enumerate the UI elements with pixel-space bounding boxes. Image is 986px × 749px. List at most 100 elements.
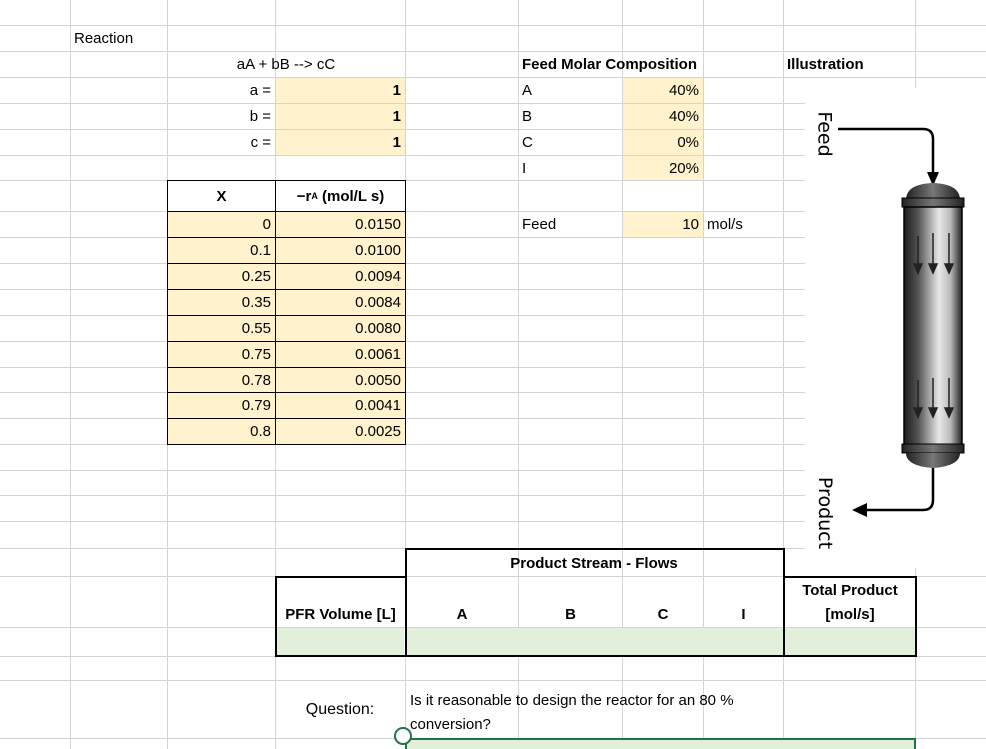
rate-cell[interactable]: 0.0025 xyxy=(276,419,405,444)
rate-cell[interactable]: 0.0084 xyxy=(276,290,405,315)
reactor-illustration: Feed Product xyxy=(805,88,986,568)
coefficient-a-label: a = xyxy=(249,82,271,99)
conversion-cell[interactable]: 0.78 xyxy=(168,368,275,392)
pfr-volume-border xyxy=(275,576,407,657)
species-a-label: A xyxy=(522,82,533,99)
gridline xyxy=(0,315,986,316)
product-i-output[interactable] xyxy=(703,628,783,655)
coefficient-a-input[interactable]: 1 xyxy=(276,78,405,103)
conversion-cell[interactable]: 0.35 xyxy=(168,290,275,315)
gridline xyxy=(0,521,986,522)
gridline xyxy=(0,25,986,26)
gridline xyxy=(0,103,986,104)
rate-cell[interactable]: 0.0150 xyxy=(276,212,405,237)
header-conversion: X xyxy=(216,187,227,205)
header-rate-prefix: −r xyxy=(296,187,312,205)
product-arrow-label-wrap: Product xyxy=(813,468,837,558)
coefficient-b-input[interactable]: 1 xyxy=(276,104,405,129)
rate-cell[interactable]: 0.0100 xyxy=(276,238,405,263)
feed-arrow-label-wrap: Feed xyxy=(813,104,837,164)
table-border xyxy=(167,418,406,419)
gridline xyxy=(518,0,519,749)
gridline xyxy=(703,0,704,749)
table-border xyxy=(405,180,406,445)
conversion-cell[interactable]: 0 xyxy=(168,212,275,237)
gridline xyxy=(0,341,986,342)
gridline xyxy=(0,680,986,681)
pfr-volume-output[interactable] xyxy=(277,628,404,655)
selection-resize-handle[interactable] xyxy=(394,727,412,745)
total-product-border xyxy=(783,576,917,657)
header-rate-suffix: (mol/L s) xyxy=(317,187,385,205)
conversion-cell[interactable]: 0.75 xyxy=(168,342,275,367)
gridline xyxy=(0,444,986,445)
pfr-volume-header: PFR Volume [L] xyxy=(285,606,396,623)
rate-cell[interactable]: 0.0050 xyxy=(276,368,405,392)
header-rate: −r A (mol/L s) xyxy=(276,181,405,211)
gridline xyxy=(783,0,784,749)
conversion-cell[interactable]: 0.8 xyxy=(168,419,275,444)
product-b-output[interactable] xyxy=(518,628,622,655)
table-border xyxy=(167,367,406,368)
feed-label: Feed xyxy=(522,216,557,233)
conversion-cell[interactable]: 0.25 xyxy=(168,264,275,289)
table-border xyxy=(167,444,406,445)
gridline xyxy=(0,392,986,393)
gridline xyxy=(0,129,986,130)
conversion-cell[interactable]: 0.55 xyxy=(168,316,275,341)
table-border xyxy=(167,315,406,316)
gridline xyxy=(622,0,623,749)
table-border xyxy=(167,180,168,445)
gridline xyxy=(0,155,986,156)
table-border xyxy=(167,211,406,212)
rate-cell[interactable]: 0.0080 xyxy=(276,316,405,341)
gridline xyxy=(0,289,986,290)
species-i-fraction[interactable]: 20% xyxy=(623,156,703,180)
question-label: Question: xyxy=(305,700,375,718)
product-flows-border xyxy=(405,548,785,657)
feed-unit: mol/s xyxy=(707,216,743,233)
product-a-header: A xyxy=(456,606,468,623)
table-border xyxy=(275,180,276,445)
question-text-line1: Is it reasonable to design the reactor f… xyxy=(410,691,734,709)
feed-flow-input[interactable]: 10 xyxy=(623,212,703,237)
total-product-output[interactable] xyxy=(785,628,915,655)
table-border xyxy=(167,180,406,181)
product-a-output[interactable] xyxy=(406,628,518,655)
product-arrow-label: Product xyxy=(814,476,837,550)
gridline xyxy=(0,470,986,471)
species-c-fraction[interactable]: 0% xyxy=(623,130,703,155)
rate-cell[interactable]: 0.0094 xyxy=(276,264,405,289)
answer-input-selected[interactable] xyxy=(405,738,916,749)
gridline xyxy=(0,576,986,577)
coefficient-b-label: b = xyxy=(249,108,271,125)
gridline xyxy=(0,627,986,628)
section-title: Reaction xyxy=(74,30,134,47)
coefficient-c-input[interactable]: 1 xyxy=(276,130,405,155)
total-product-header-line1: Total Product xyxy=(802,581,898,599)
gridline xyxy=(0,495,986,496)
species-b-fraction[interactable]: 40% xyxy=(623,104,703,129)
feed-composition-title: Feed Molar Composition xyxy=(522,56,698,73)
gridline xyxy=(0,77,986,78)
conversion-cell[interactable]: 0.1 xyxy=(168,238,275,263)
gridline xyxy=(0,418,986,419)
rate-cell[interactable]: 0.0041 xyxy=(276,393,405,418)
product-c-output[interactable] xyxy=(622,628,703,655)
table-border xyxy=(167,341,406,342)
gridline xyxy=(0,180,986,181)
product-c-header: C xyxy=(657,606,669,623)
gridline xyxy=(0,211,986,212)
gridline xyxy=(0,263,986,264)
species-a-fraction[interactable]: 40% xyxy=(623,78,703,103)
total-product-header-line2: [mol/s] xyxy=(825,606,875,623)
gridline xyxy=(0,367,986,368)
table-border xyxy=(167,289,406,290)
reaction-equation: aA + bB --> cC xyxy=(236,56,336,73)
rate-cell[interactable]: 0.0061 xyxy=(276,342,405,367)
species-c-label: C xyxy=(522,134,533,151)
table-border xyxy=(167,392,406,393)
plug-flow-reactor-icon xyxy=(838,127,965,517)
conversion-cell[interactable]: 0.79 xyxy=(168,393,275,418)
feed-arrow-label: Feed xyxy=(814,111,836,157)
